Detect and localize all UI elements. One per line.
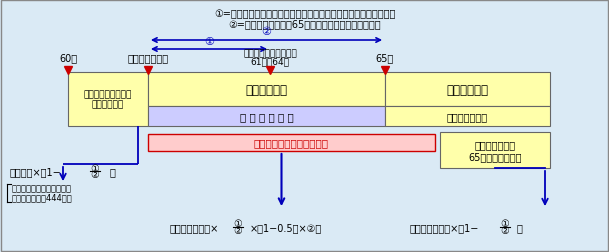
Text: 定額部分×（1−: 定額部分×（1− bbox=[10, 166, 62, 176]
Text: 険者月数は最高444月）: 険者月数は最高444月） bbox=[12, 193, 72, 202]
Text: 一部繰上げ請求: 一部繰上げ請求 bbox=[127, 53, 169, 63]
Text: 65歳: 65歳 bbox=[376, 53, 394, 63]
Text: 60歳: 60歳 bbox=[59, 53, 77, 63]
Text: 老齢基礎年金額×: 老齢基礎年金額× bbox=[170, 222, 219, 232]
Text: 老齢厚生年金: 老齢厚生年金 bbox=[446, 83, 488, 96]
Text: 一部繰上げの老齢基礎年金: 一部繰上げの老齢基礎年金 bbox=[254, 138, 329, 148]
Text: ②: ② bbox=[234, 226, 242, 236]
Bar bbox=[148, 107, 385, 127]
Bar bbox=[440, 133, 550, 168]
Text: ×（1−0.5％×②）: ×（1−0.5％×②） bbox=[250, 222, 322, 232]
Text: ）: ） bbox=[517, 222, 523, 232]
Bar bbox=[148, 73, 385, 107]
Text: ②: ② bbox=[91, 170, 99, 180]
Bar bbox=[148, 135, 435, 151]
Text: ①=繰上げ請求月から特別支給開始年齢になる月の前月までの月数: ①=繰上げ請求月から特別支給開始年齢になる月の前月までの月数 bbox=[214, 9, 395, 19]
Text: ①: ① bbox=[234, 219, 242, 229]
Bar bbox=[385, 107, 550, 127]
Text: ①: ① bbox=[204, 37, 214, 47]
Text: ②: ② bbox=[261, 27, 272, 37]
Bar bbox=[68, 73, 148, 127]
Text: （経過的加算）: （経過的加算） bbox=[447, 112, 488, 121]
Text: （定額部分の厚生年金被保: （定額部分の厚生年金被保 bbox=[12, 184, 72, 193]
Text: ①: ① bbox=[91, 163, 99, 173]
Text: （特別支給開始年齢）: （特別支給開始年齢） bbox=[243, 49, 297, 58]
Text: ①: ① bbox=[501, 219, 509, 229]
Text: 老齢基礎年金額×（1−: 老齢基礎年金額×（1− bbox=[410, 222, 479, 232]
Text: 61歳～64歳: 61歳～64歳 bbox=[250, 57, 289, 66]
Text: 繰 上 げ 調 整 額: 繰 上 げ 調 整 額 bbox=[239, 112, 294, 121]
Text: 老齢基礎年金の
65歳以後の加算額: 老齢基礎年金の 65歳以後の加算額 bbox=[468, 140, 522, 161]
Text: 報酷比例部分相当の
老齢厚生年金: 報酷比例部分相当の 老齢厚生年金 bbox=[84, 90, 132, 109]
Bar bbox=[385, 73, 550, 107]
Text: ②=繰上げ請求月かつ65歳になる月の前月までの月数: ②=繰上げ請求月かつ65歳になる月の前月までの月数 bbox=[228, 19, 381, 29]
Text: 報酷比例部分: 報酷比例部分 bbox=[245, 83, 287, 96]
Text: ）: ） bbox=[110, 166, 116, 176]
Text: ②: ② bbox=[501, 226, 509, 236]
